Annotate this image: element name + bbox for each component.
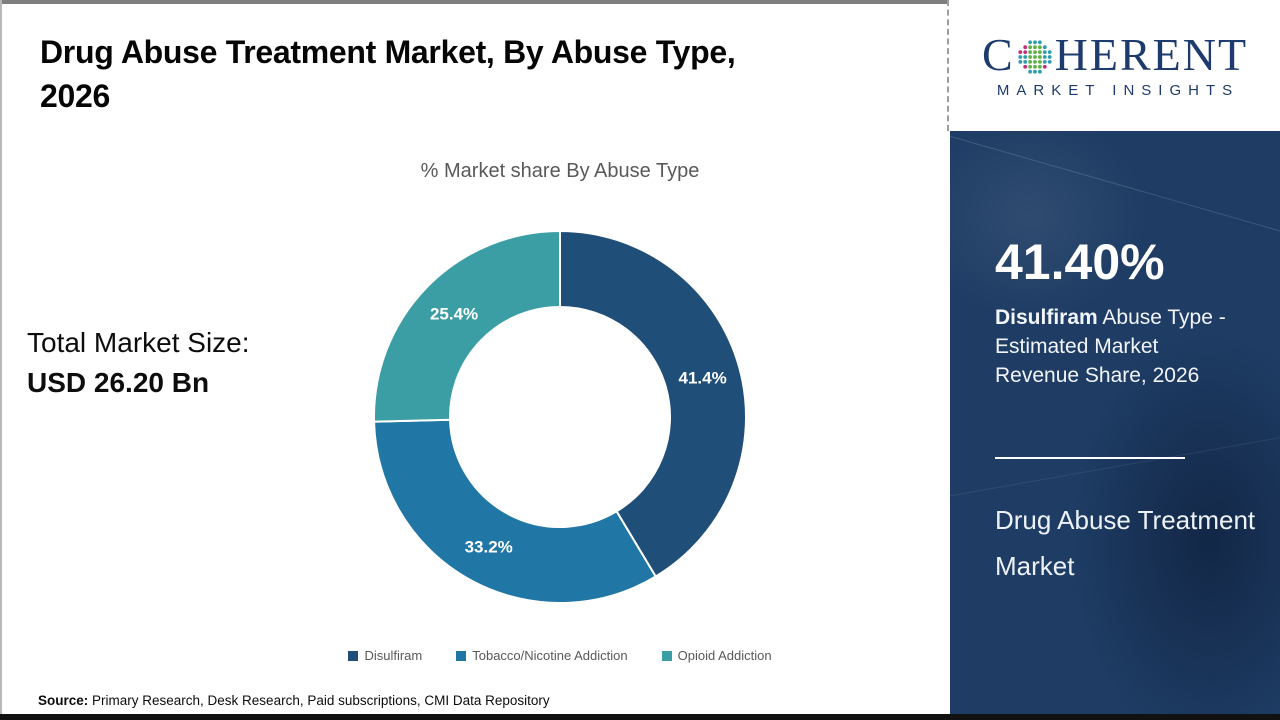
sidebar-stat-desc-rest: Abuse Type - Estimated Market Revenue Sh… [995, 306, 1226, 387]
globe-dot [1032, 50, 1037, 54]
globe-dot [1047, 55, 1052, 59]
source-text: Primary Research, Desk Research, Paid su… [88, 693, 550, 708]
globe-dot [1032, 55, 1037, 59]
total-market-size-value: USD 26.20 Bn [27, 367, 210, 398]
legend-item-3: Opioid Addiction [661, 648, 772, 663]
highlight-sidebar: 41.40% Disulfiram Abuse Type - Estimated… [950, 131, 1280, 714]
globe-dot [1032, 69, 1037, 74]
globe-dot [1022, 50, 1027, 54]
globe-dot [1042, 64, 1047, 69]
globe-dot [1027, 64, 1032, 69]
globe-dot [1018, 55, 1022, 59]
bottom-accent-bar [0, 714, 1280, 720]
globe-dot [1037, 69, 1042, 74]
dashed-separator [947, 0, 949, 131]
sidebar-market-name: Drug Abuse Treatment Market [995, 505, 1256, 581]
globe-dot [1037, 45, 1042, 50]
legend-swatch-icon [348, 650, 359, 661]
globe-dot [1022, 60, 1027, 64]
globe-dot [1037, 64, 1042, 69]
globe-dot [1018, 60, 1022, 64]
top-accent-bar [0, 0, 948, 4]
page-title-line2: 2026 [40, 78, 110, 114]
donut-chart-svg: 41.4% 33.2% 25.4% [373, 229, 747, 604]
globe-dot [1022, 64, 1027, 69]
source-line: Source: Primary Research, Desk Research,… [38, 693, 550, 708]
globe-dot [1027, 45, 1032, 50]
globe-dot [1037, 60, 1042, 64]
globe-dot [1047, 50, 1052, 54]
sidebar-divider [995, 457, 1185, 459]
sidebar-stat-segment-name: Disulfiram [995, 306, 1098, 329]
globe-dot [1032, 60, 1037, 64]
globe-dot [1042, 55, 1047, 59]
legend-item-1: Disulfiram [348, 648, 422, 663]
legend-swatch-icon [456, 650, 467, 661]
sidebar-map-texture [1070, 331, 1280, 714]
sidebar-map-texture [950, 131, 1160, 331]
globe-dot [1042, 50, 1047, 54]
chart-title: % Market share By Abuse Type [420, 160, 700, 182]
page-title-line1: Drug Abuse Treatment Market, By Abuse Ty… [40, 34, 736, 70]
globe-dot [1027, 50, 1032, 54]
globe-dot [1022, 55, 1027, 59]
globe-dot [1027, 60, 1032, 64]
slice-label-1: 41.4% [679, 368, 727, 387]
globe-dot [1018, 50, 1022, 54]
globe-dot [1037, 40, 1042, 45]
sidebar-stat-description: Disulfiram Abuse Type - Estimated Market… [995, 303, 1245, 390]
globe-dots-icon [1018, 40, 1052, 74]
legend-label: Opioid Addiction [677, 648, 772, 663]
donut-slice-1 [559, 229, 747, 578]
legend-label: Disulfiram [364, 648, 423, 663]
globe-dot [1047, 60, 1052, 64]
slice-label-2: 33.2% [465, 538, 513, 557]
globe-dot [1037, 55, 1042, 59]
globe-dot [1032, 64, 1037, 69]
source-label: Source: [38, 693, 89, 708]
globe-dot [1022, 45, 1027, 50]
brand-logo-prefix: C [981, 29, 1015, 80]
slice-label-3: 25.4% [430, 305, 478, 324]
chart-legend: Disulfiram Tobacco/Nicotine Addiction Opio… [190, 648, 930, 663]
legend-label: Tobacco/Nicotine Addiction [472, 648, 628, 663]
globe-dot [1027, 40, 1032, 45]
brand-logo-suffix: HERENT [1054, 29, 1249, 80]
globe-dot [1037, 50, 1042, 54]
globe-dot [1042, 45, 1047, 50]
globe-dot [1042, 60, 1047, 64]
total-market-size: Total Market Size: USD 26.20 Bn [27, 323, 250, 403]
brand-logo: C HERENT MARKET INSIGHTS [950, 0, 1280, 131]
sidebar-stat-value: 41.40% [995, 234, 1165, 290]
globe-dot [1032, 40, 1037, 45]
donut-slice-3 [373, 229, 561, 423]
globe-dot [1032, 45, 1037, 50]
donut-slice-2 [373, 418, 658, 604]
legend-swatch-icon [661, 650, 672, 661]
legend-item-2: Tobacco/Nicotine Addiction [456, 648, 628, 663]
globe-dot [1027, 69, 1032, 74]
brand-logo-wordmark: C HERENT [982, 32, 1248, 78]
total-market-size-label: Total Market Size: [27, 327, 250, 358]
page-title: Drug Abuse Treatment Market, By Abuse Ty… [40, 30, 900, 118]
brand-tagline: MARKET INSIGHTS [996, 82, 1240, 99]
donut-chart: 41.4% 33.2% 25.4% [372, 229, 748, 605]
left-border-line [0, 0, 2, 720]
globe-dot [1027, 55, 1032, 59]
